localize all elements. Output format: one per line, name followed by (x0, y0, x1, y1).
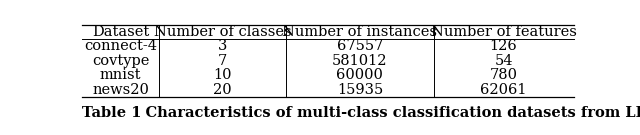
Text: 7: 7 (218, 54, 227, 68)
Text: news20: news20 (92, 83, 149, 97)
Text: 67557: 67557 (337, 39, 383, 53)
Text: Number of instances: Number of instances (282, 25, 437, 39)
Text: 20: 20 (213, 83, 232, 97)
Text: Characteristics of multi-class classification datasets from LIBSVM library: Characteristics of multi-class classific… (125, 106, 640, 120)
Text: Table 1: Table 1 (83, 106, 142, 120)
Text: Number of classes: Number of classes (154, 25, 291, 39)
Text: Number of features: Number of features (431, 25, 577, 39)
Text: mnist: mnist (100, 68, 141, 82)
Text: 62061: 62061 (480, 83, 527, 97)
Text: 10: 10 (213, 68, 232, 82)
Text: 15935: 15935 (337, 83, 383, 97)
Text: 780: 780 (490, 68, 518, 82)
Text: 581012: 581012 (332, 54, 388, 68)
Text: Dataset: Dataset (92, 25, 149, 39)
Text: covtype: covtype (92, 54, 149, 68)
Text: 126: 126 (490, 39, 517, 53)
Text: 3: 3 (218, 39, 227, 53)
Text: connect-4: connect-4 (84, 39, 157, 53)
Text: 60000: 60000 (337, 68, 383, 82)
Text: 54: 54 (494, 54, 513, 68)
